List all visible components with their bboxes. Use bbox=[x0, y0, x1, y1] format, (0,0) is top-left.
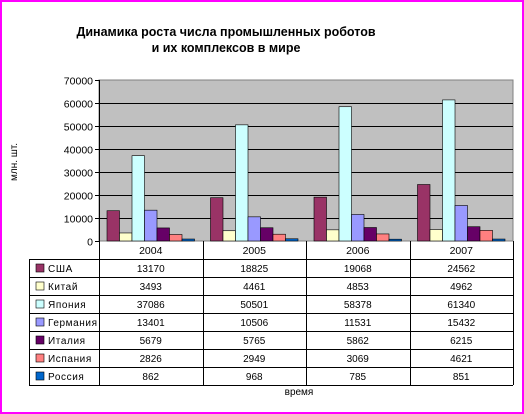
table-value-США-2007: 24562 bbox=[447, 264, 475, 275]
y-tick-label: 20000 bbox=[64, 191, 93, 203]
table-value-Италия-2007: 6215 bbox=[450, 336, 473, 347]
legend-swatch-Япония bbox=[35, 299, 45, 309]
table-value-Германия-2004: 13401 bbox=[137, 318, 165, 329]
bar-Италия-2004 bbox=[156, 227, 170, 242]
table-value-Россия-2006: 785 bbox=[349, 372, 366, 383]
bar-США-2005 bbox=[210, 197, 224, 242]
x-category-label-2006: 2006 bbox=[346, 245, 370, 257]
legend-label-США: США bbox=[48, 264, 73, 275]
table-value-Россия-2004: 862 bbox=[142, 372, 159, 383]
table-value-Италия-2005: 5765 bbox=[243, 336, 266, 347]
table-value-Китай-2005: 4461 bbox=[243, 282, 266, 293]
bar-Германия-2004 bbox=[144, 209, 158, 242]
bar-Япония-2005 bbox=[235, 124, 249, 242]
bar-Китай-2007 bbox=[429, 229, 443, 242]
table-value-Китай-2006: 4853 bbox=[347, 282, 370, 293]
bar-Япония-2007 bbox=[442, 99, 456, 242]
legend-swatch-Китай bbox=[35, 281, 45, 291]
x-category-label-2005: 2005 bbox=[243, 245, 267, 257]
x-category-label-2007: 2007 bbox=[450, 245, 474, 257]
table-value-Китай-2007: 4962 bbox=[450, 282, 473, 293]
legend-swatch-США bbox=[35, 263, 45, 273]
legend-swatch-Германия bbox=[35, 317, 45, 327]
y-tick-label: 10000 bbox=[64, 214, 93, 226]
bar-Испания-2004 bbox=[169, 234, 183, 242]
table-value-Италия-2006: 5862 bbox=[347, 336, 370, 347]
table-value-США-2006: 19068 bbox=[344, 264, 372, 275]
table-value-Германия-2007: 15432 bbox=[447, 318, 475, 329]
table-value-Япония-2005: 50501 bbox=[240, 300, 268, 311]
chart-title-line-2: и их комплексов в мире bbox=[152, 41, 301, 55]
y-tick-label: 30000 bbox=[64, 168, 93, 180]
legend-label-Япония: Япония bbox=[48, 300, 86, 311]
bar-Россия-2005 bbox=[285, 238, 299, 242]
bar-Германия-2007 bbox=[454, 205, 468, 242]
table-value-Германия-2006: 11531 bbox=[344, 318, 372, 329]
legend-label-Россия: Россия bbox=[48, 372, 84, 383]
table-value-Испания-2006: 3069 bbox=[347, 354, 370, 365]
table-value-Россия-2005: 968 bbox=[246, 372, 263, 383]
bar-Германия-2005 bbox=[247, 216, 261, 242]
legend-label-Италия: Италия bbox=[48, 336, 86, 347]
bar-Италия-2006 bbox=[363, 227, 377, 242]
x-category-label-2004: 2004 bbox=[139, 245, 163, 257]
table-value-Япония-2007: 61340 bbox=[447, 300, 475, 311]
bar-Япония-2004 bbox=[131, 155, 145, 242]
y-tick-label: 50000 bbox=[64, 122, 93, 134]
bar-США-2006 bbox=[313, 196, 327, 242]
legend-label-Китай: Китай bbox=[48, 282, 78, 293]
bar-Испания-2005 bbox=[272, 233, 286, 242]
bar-Россия-2007 bbox=[492, 238, 506, 242]
bar-Испания-2007 bbox=[479, 230, 493, 242]
table-value-Россия-2007: 851 bbox=[453, 372, 470, 383]
legend-swatch-Россия bbox=[35, 371, 45, 381]
y-tick-label: 40000 bbox=[64, 145, 93, 157]
legend-swatch-Италия bbox=[35, 335, 45, 345]
table-value-Япония-2004: 37086 bbox=[137, 300, 165, 311]
bar-Китай-2004 bbox=[119, 232, 133, 242]
table-value-Китай-2004: 3493 bbox=[140, 282, 163, 293]
table-value-США-2005: 18825 bbox=[240, 264, 268, 275]
y-tick-label: 60000 bbox=[64, 99, 93, 111]
table-value-США-2004: 13170 bbox=[137, 264, 165, 275]
bar-Китай-2006 bbox=[326, 229, 340, 242]
legend-label-Испания: Испания bbox=[48, 354, 92, 365]
bar-Италия-2007 bbox=[467, 226, 481, 242]
y-axis-title: млн. шт. bbox=[9, 143, 20, 181]
bar-США-2004 bbox=[106, 210, 120, 242]
bar-Россия-2006 bbox=[388, 238, 402, 242]
y-tick-label: 70000 bbox=[64, 76, 93, 88]
bar-Германия-2006 bbox=[351, 214, 365, 242]
chart-title-line-1: Динамика роста числа промышленных робото… bbox=[76, 25, 375, 39]
legend-label-Германия: Германия bbox=[48, 318, 98, 329]
table-value-Германия-2005: 10506 bbox=[240, 318, 268, 329]
legend-swatch-Испания bbox=[35, 353, 45, 363]
table-value-Италия-2004: 5679 bbox=[140, 336, 163, 347]
bar-Италия-2005 bbox=[260, 227, 274, 242]
bar-США-2007 bbox=[417, 184, 431, 242]
bar-Китай-2005 bbox=[222, 230, 236, 242]
table-value-Испания-2005: 2949 bbox=[243, 354, 266, 365]
table-value-Япония-2006: 58378 bbox=[344, 300, 372, 311]
bar-Испания-2006 bbox=[376, 233, 390, 242]
bar-Россия-2004 bbox=[181, 238, 195, 242]
table-value-Испания-2007: 4621 bbox=[450, 354, 473, 365]
x-axis-title: время bbox=[285, 387, 314, 398]
y-tick-label: 0 bbox=[87, 237, 93, 249]
bar-Япония-2006 bbox=[338, 106, 352, 242]
table-value-Испания-2004: 2826 bbox=[140, 354, 163, 365]
